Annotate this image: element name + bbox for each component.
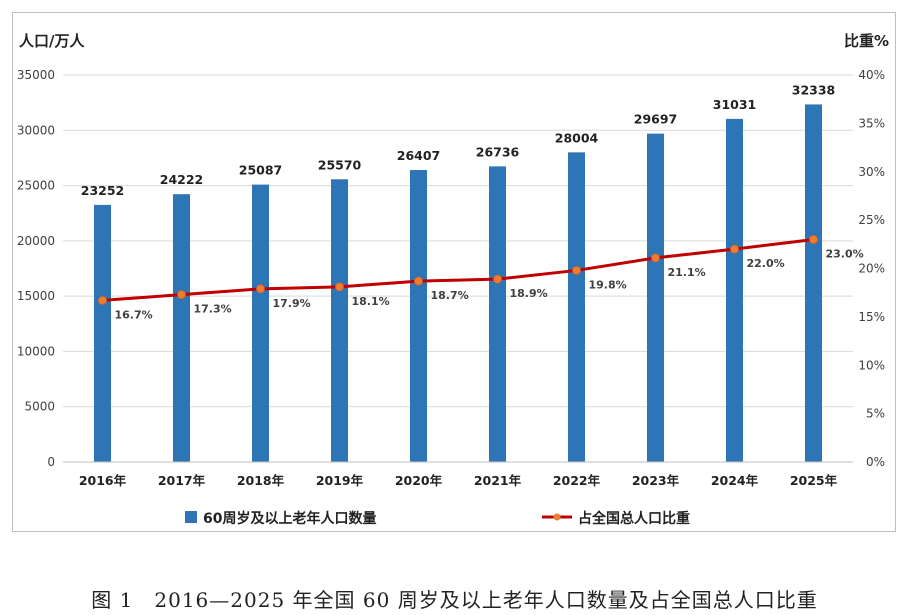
y2-tick-label: 0% <box>866 455 885 469</box>
line-value-label: 22.0% <box>747 257 785 270</box>
legend-swatch-bar <box>185 511 197 523</box>
line-point <box>335 282 344 292</box>
bar-value-label: 26407 <box>397 148 441 163</box>
bar <box>331 179 348 462</box>
y-tick-label: 0 <box>47 455 55 469</box>
y2-tick-label: 20% <box>858 262 885 276</box>
line-point <box>98 296 107 305</box>
x-tick-label: 2018年 <box>237 473 285 488</box>
bar <box>173 194 190 462</box>
x-tick-label: 2024年 <box>711 473 759 488</box>
line-point <box>414 276 423 286</box>
bar <box>252 184 269 463</box>
bar-value-label: 31031 <box>713 97 757 112</box>
line-value-label: 18.9% <box>510 287 548 300</box>
line-point <box>572 266 581 275</box>
y-tick-label: 25000 <box>17 179 55 193</box>
y-tick-label: 35000 <box>17 68 55 82</box>
bar-value-label: 28004 <box>555 130 599 145</box>
x-tick-label: 2016年 <box>79 473 127 488</box>
y-tick-label: 30000 <box>17 123 55 137</box>
bar-value-label: 25087 <box>239 163 283 178</box>
y-axis-title: 人口/万人 <box>19 32 85 50</box>
bar-value-label: 26736 <box>476 144 520 159</box>
y2-tick-label: 15% <box>858 310 885 324</box>
axes: 0 5000 10000 15000 20000 25000 30000 35000 0% 5% 1… <box>17 68 885 488</box>
x-tick-label: 2022年 <box>553 473 601 488</box>
y2-tick-label: 40% <box>858 68 885 82</box>
line-value-label: 18.7% <box>431 289 469 302</box>
bar-value-label: 24222 <box>160 172 204 187</box>
bar <box>726 118 743 462</box>
y2-tick-label: 35% <box>858 116 885 130</box>
y2-tick-label: 25% <box>858 213 885 227</box>
x-tick-label: 2020年 <box>395 473 443 488</box>
y2-tick-label: 5% <box>866 407 885 421</box>
line-value-label: 16.7% <box>115 308 153 321</box>
bar-value-label: 25570 <box>318 157 362 172</box>
chart-svg: 23252 24222 25087 25570 26407 26736 28004 29697… <box>17 32 889 527</box>
y-tick-label: 10000 <box>17 344 55 358</box>
y-tick-label: 15000 <box>17 289 55 303</box>
y2-tick-label: 10% <box>858 358 885 372</box>
line-value-label: 18.1% <box>352 295 390 308</box>
line-point <box>651 253 660 263</box>
y2-axis-title: 比重% <box>844 32 889 50</box>
line-point <box>256 284 265 294</box>
legend-label-bar: 60周岁及以上老年人口数量 <box>203 510 376 527</box>
bar <box>94 204 111 463</box>
line-value-label: 19.8% <box>589 278 627 291</box>
figure-caption: 图 1 2016—2025 年全国 60 周岁及以上老年人口数量及占全国总人口比… <box>91 588 818 612</box>
x-tick-label: 2025年 <box>790 473 838 488</box>
bar <box>805 104 822 462</box>
line-point <box>177 290 186 300</box>
bar <box>568 152 585 462</box>
y-tick-label: 20000 <box>17 234 55 248</box>
line-path <box>102 237 814 302</box>
gridlines <box>63 74 853 463</box>
chart-frame: 23252 24222 25087 25570 26407 26736 28004 29697… <box>12 12 896 532</box>
bar-value-label: 29697 <box>634 112 678 127</box>
line-value-label: 23.0% <box>826 247 864 260</box>
line-series <box>98 235 818 305</box>
bar-value-label: 23252 <box>81 183 125 198</box>
legend-label-line: 占全国总人口比重 <box>578 510 690 527</box>
line-point <box>730 244 739 254</box>
x-tick-label: 2021年 <box>474 473 522 488</box>
line-point <box>809 235 818 244</box>
x-tick-label: 2017年 <box>158 473 206 488</box>
line-value-label: 17.9% <box>273 297 311 310</box>
line-value-label: 21.1% <box>668 266 706 279</box>
line-point <box>493 274 502 284</box>
line-value-label: 17.3% <box>194 303 232 316</box>
bar <box>489 166 506 463</box>
y-tick-label: 5000 <box>24 400 55 414</box>
x-tick-label: 2019年 <box>316 473 364 488</box>
legend-swatch-marker <box>553 513 561 521</box>
bar-value-label: 32338 <box>792 82 836 97</box>
bar <box>647 133 664 462</box>
data-labels: 23252 24222 25087 25570 26407 26736 28004 29697… <box>81 82 864 321</box>
legend: 60周岁及以上老年人口数量 占全国总人口比重 <box>185 510 690 527</box>
y2-tick-label: 30% <box>858 165 885 179</box>
bar-series <box>94 104 822 463</box>
bar <box>410 170 427 462</box>
x-tick-label: 2023年 <box>632 473 680 488</box>
